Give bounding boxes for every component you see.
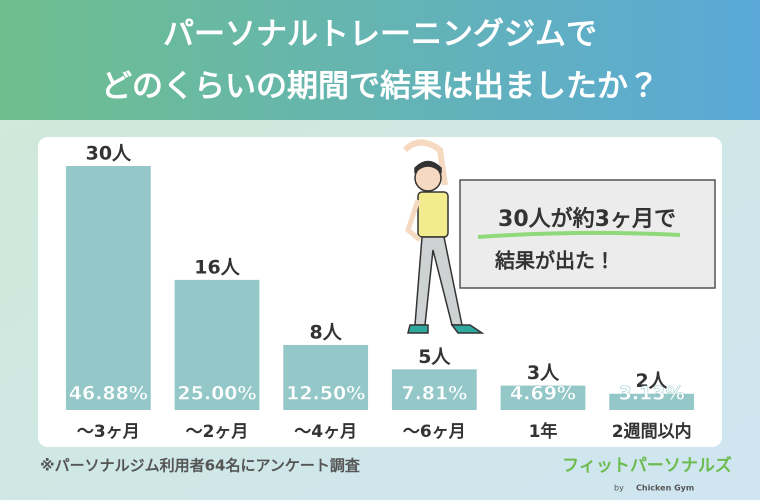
value-label: 3人 [527,362,560,384]
x-tick-label: 1年 [529,421,558,442]
callout-text: 結果が出た！ [494,249,615,273]
percent-label: 7.81% [401,383,467,405]
x-tick-label: ～6ヶ月 [403,422,466,442]
callout-text: 30人が約3ヶ月で [498,206,676,232]
x-tick-label: ～4ヶ月 [294,422,357,442]
title-line: どのくらいの期間で結果は出ましたか？ [101,69,659,105]
bar [391,369,477,410]
highlight [477,230,681,239]
logo-brand: Chicken Gym [636,484,694,493]
value-label: 5人 [418,346,451,368]
bar [65,166,151,410]
percent-label: 12.50% [286,383,365,405]
value-label: 8人 [310,321,343,343]
header [0,0,760,120]
x-tick-label: ～3ヶ月 [77,422,140,442]
logo-name: フィットパーソナルズ [562,455,732,476]
bar [174,279,260,410]
bar [500,385,586,410]
percent-label: 25.00% [177,383,256,405]
value-label: 2人 [636,370,669,392]
bar [283,344,369,410]
footnote: ※パーソナルジム利用者64名にアンケート調査 [40,457,361,475]
value-label: 30人 [86,143,132,165]
percent-label: 3.13% [619,383,685,405]
percent-label: 46.88% [69,383,148,405]
title-line: パーソナルトレーニングジムで [163,17,597,53]
x-tick-label: 2週間以内 [612,421,692,442]
illustration [402,139,485,334]
bar [609,393,695,410]
x-tick-label: ～2ヶ月 [186,422,249,442]
value-label: 16人 [194,256,240,278]
logo-by: by [614,484,624,493]
percent-label: 4.69% [510,383,576,405]
